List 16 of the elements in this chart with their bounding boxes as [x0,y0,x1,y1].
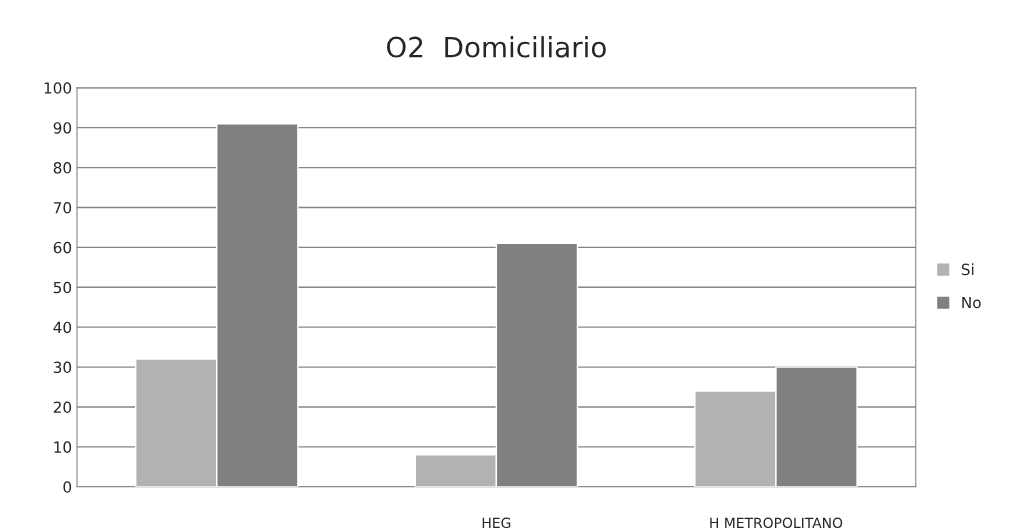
x-tick-label: H METROPOLITANO [710,517,843,529]
y-tick-label: 90 [53,122,72,134]
y-tick-label: 100 [44,82,72,94]
chart-title: O2 Domiciliario [386,36,606,58]
legend-label: Si [961,263,974,276]
y-tick-label: 10 [54,441,72,453]
y-tick-label: 70 [53,201,72,214]
y-tick-label: 40 [53,321,72,334]
y-tick-label: 80 [53,162,72,174]
y-tick-label: 60 [53,241,72,254]
x-tick-label: HEG [482,517,511,529]
y-tick-label: 30 [53,361,72,374]
y-tick-label: 50 [53,281,72,294]
y-tick-label: 20 [53,401,72,413]
y-tick-label: 0 [63,481,72,493]
legend-label: No [962,296,981,309]
